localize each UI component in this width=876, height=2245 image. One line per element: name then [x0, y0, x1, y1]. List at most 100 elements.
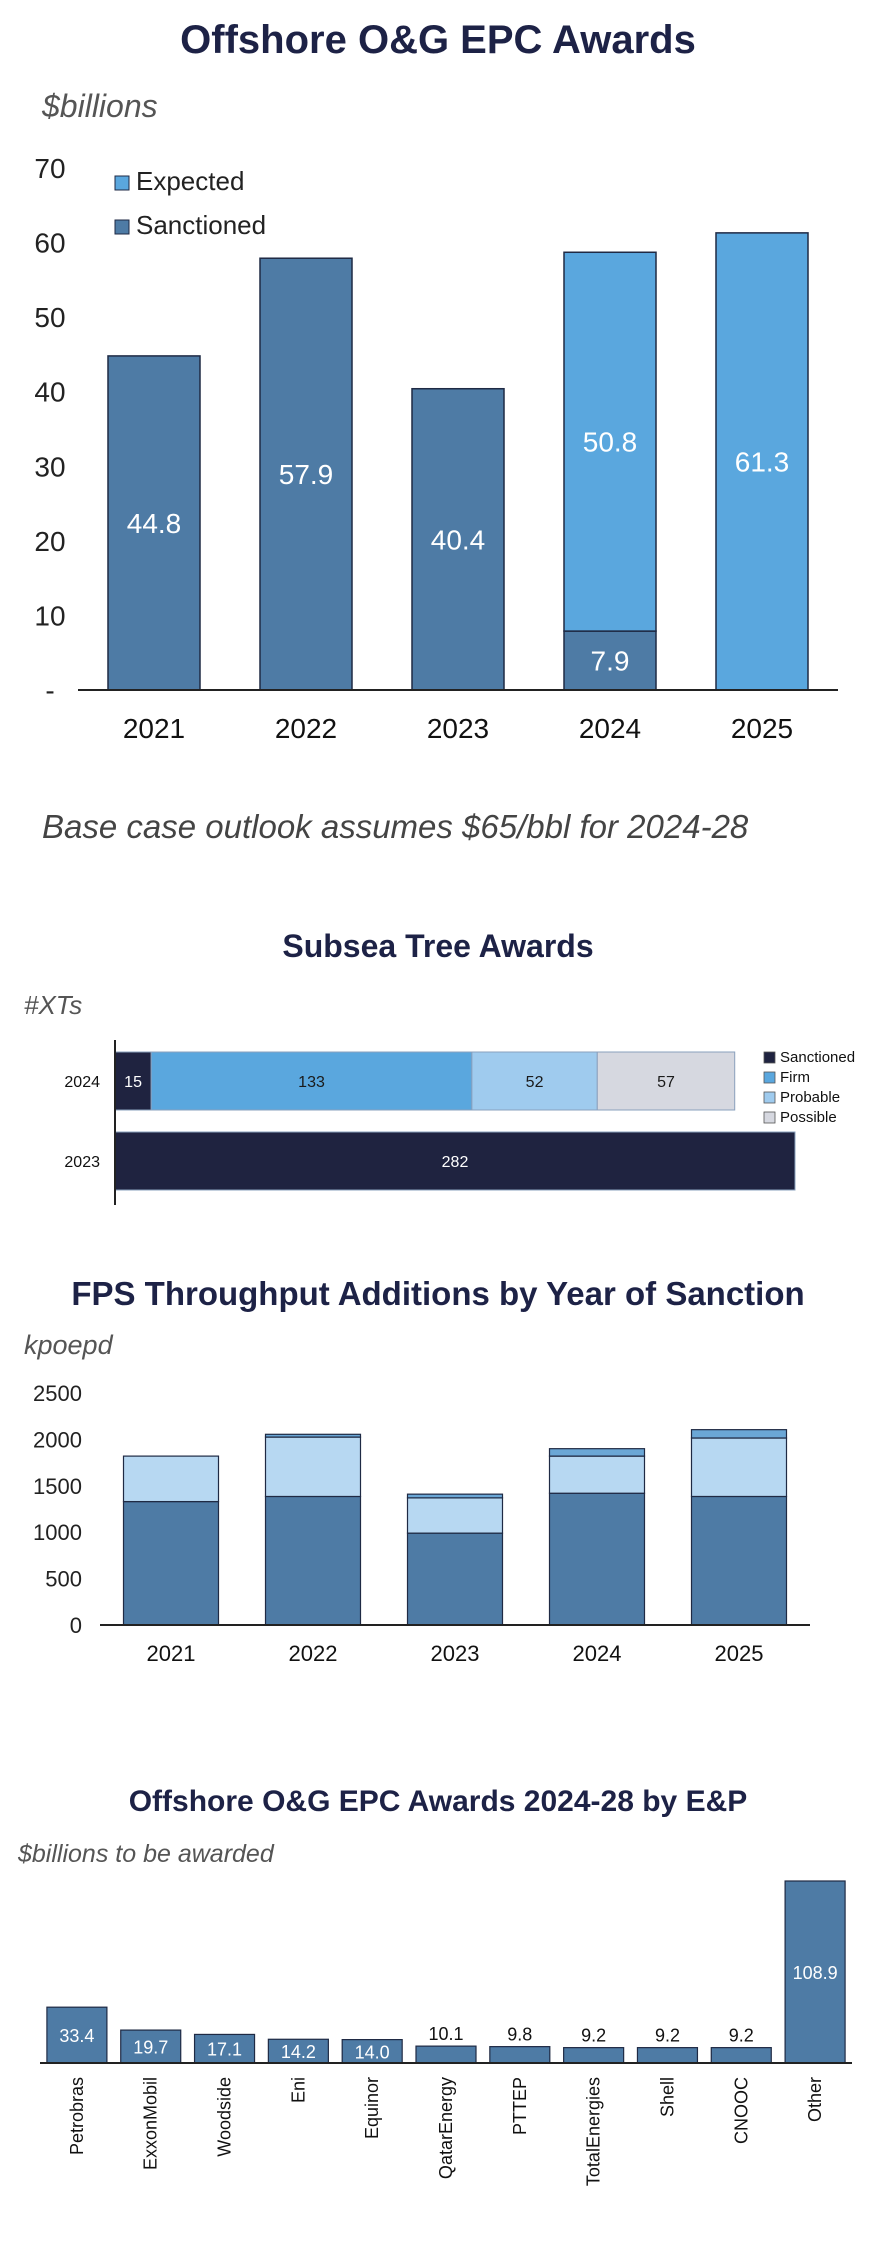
legend-swatch: [763, 1111, 776, 1124]
bar-segment: [264, 1433, 362, 1438]
chart3-title: FPS Throughput Additions by Year of Sanc…: [71, 1275, 805, 1312]
x-tick-label: Shell: [657, 2077, 677, 2117]
chart2-plot: 15 133 52 57 2024 282 2023 Sanctioned Firm Probab…: [64, 1040, 855, 1205]
x-tick-label: Petrobras: [67, 2077, 87, 2155]
data-label: 9.2: [655, 2026, 680, 2046]
legend-swatch: [114, 219, 130, 235]
x-tick-label: TotalEnergies: [584, 2077, 604, 2186]
bar-segment: [690, 1495, 788, 1626]
y-tick-label: -: [45, 675, 54, 706]
legend-swatch: [763, 1051, 776, 1064]
y-tick-label: 10: [34, 600, 65, 631]
bar-segment: [548, 1492, 646, 1626]
bar: [710, 2047, 772, 2064]
chart4-title: Offshore O&G EPC Awards 2024-28 by E&P: [128, 1785, 748, 1818]
data-label: 9.2: [581, 2026, 606, 2046]
bar: [46, 2006, 108, 2064]
x-tick-label: Other: [805, 2077, 825, 2122]
chart2-unit: #XTs: [24, 990, 83, 1020]
y-tick-label: 1500: [33, 1474, 82, 1499]
y-tick-label: 2500: [33, 1381, 82, 1406]
x-tick-label: 2021: [123, 713, 185, 744]
x-tick-label: 2022: [275, 713, 337, 744]
bar: [563, 2047, 625, 2064]
x-tick-label: Woodside: [215, 2077, 235, 2157]
legend-label: Sanctioned: [136, 210, 266, 240]
y-tick-label: 0: [70, 1613, 82, 1638]
bar-segment: [548, 1448, 646, 1457]
legend-swatch: [114, 175, 130, 191]
x-tick-label: 2024: [579, 713, 641, 744]
chart1-unit: $billions: [42, 88, 158, 124]
y-tick-label: 1000: [33, 1520, 82, 1545]
x-tick-label: 2024: [573, 1641, 622, 1666]
data-label: 40.4: [431, 524, 486, 555]
x-tick-label: 2023: [431, 1641, 480, 1666]
legend-label: Sanctioned: [780, 1049, 855, 1066]
y-tick-label: 500: [45, 1567, 82, 1592]
data-label: 10.1: [428, 2024, 463, 2044]
legend-label: Expected: [136, 166, 244, 196]
data-label: 7.9: [591, 646, 630, 677]
bar-segment: [122, 1500, 220, 1626]
bar-segment: [264, 1436, 362, 1498]
y-tick-label: 70: [34, 153, 65, 184]
data-label: 17.1: [207, 2040, 242, 2060]
x-tick-label: CNOOC: [731, 2077, 751, 2144]
bar: [415, 2045, 477, 2064]
legend-label: Possible: [780, 1109, 837, 1126]
data-label: 108.9: [793, 1963, 838, 1983]
bar-segment: [406, 1493, 504, 1499]
bar-sanctioned: [107, 355, 201, 691]
y-tick-label: 60: [34, 228, 65, 259]
y-tick-label: 2023: [64, 1154, 100, 1171]
x-tick-label: 2023: [427, 713, 489, 744]
x-tick-label: 2025: [731, 713, 793, 744]
bar-segment: [690, 1437, 788, 1498]
bar-possible: [596, 1051, 736, 1111]
x-tick-label: 2022: [289, 1641, 338, 1666]
x-tick-label: Equinor: [362, 2077, 382, 2139]
data-label: 57: [657, 1074, 675, 1091]
x-tick-label: ExxonMobil: [141, 2077, 161, 2170]
data-label: 9.8: [507, 2025, 532, 2045]
data-label: 133: [298, 1074, 325, 1091]
legend-label: Firm: [780, 1069, 810, 1086]
chart1-title: Offshore O&G EPC Awards: [180, 18, 696, 62]
bar-sanctioned: [114, 1131, 796, 1191]
data-label: 14.2: [281, 2042, 316, 2062]
bar-segment: [548, 1455, 646, 1494]
x-tick-label: 2025: [715, 1641, 764, 1666]
legend-swatch: [763, 1091, 776, 1104]
legend-swatch: [763, 1071, 776, 1084]
y-tick-label: 40: [34, 377, 65, 408]
bar-sanctioned: [259, 257, 353, 691]
bar: [193, 2033, 256, 2064]
x-tick-label: PTTEP: [510, 2077, 530, 2135]
chart3-plot: 0 500 1000 1500 2000 2500 2021 2022 2023 2024 2025: [33, 1381, 810, 1666]
data-label: 282: [442, 1154, 469, 1171]
chart3-unit: kpoepd: [24, 1330, 113, 1360]
legend-label: Probable: [780, 1089, 840, 1106]
y-tick-label: 2024: [64, 1074, 100, 1091]
bar-segment: [122, 1455, 220, 1503]
chart2-title: Subsea Tree Awards: [282, 928, 594, 964]
data-label: 9.2: [729, 2026, 754, 2046]
data-label: 33.4: [59, 2026, 94, 2046]
data-label: 61.3: [735, 446, 790, 477]
chart4-plot: 33.4 Petrobras 19.7 ExxonMobil 17.1 Woodside 1…: [40, 1880, 852, 2186]
data-label: 52: [526, 1074, 544, 1091]
bar-probable: [471, 1051, 598, 1111]
chart4-unit: $billions to be awarded: [18, 1840, 274, 1868]
bar-firm: [150, 1051, 473, 1111]
bar-segment: [264, 1495, 362, 1626]
outlook-note: Base case outlook assumes $65/bbl for 20…: [42, 808, 749, 845]
bar-expected: [715, 232, 809, 691]
x-tick-label: 2021: [147, 1641, 196, 1666]
bar-sanctioned: [563, 630, 657, 691]
y-tick-label: 20: [34, 526, 65, 557]
bar-segment: [406, 1497, 504, 1534]
bar-expected: [563, 251, 657, 632]
x-tick-label: Eni: [288, 2077, 308, 2103]
bar-sanctioned: [411, 387, 505, 691]
